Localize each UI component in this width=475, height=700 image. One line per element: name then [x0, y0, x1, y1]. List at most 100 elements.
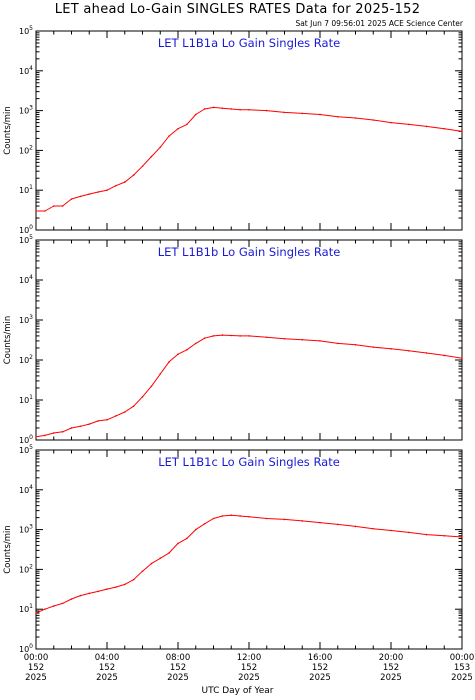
data-point	[443, 354, 446, 357]
y-tick-label: 103	[19, 314, 33, 325]
x-tick-label-day: 152	[383, 663, 399, 673]
data-point	[70, 427, 73, 429]
data-point	[106, 189, 108, 191]
data-point	[203, 337, 206, 340]
data-point	[230, 108, 233, 110]
data-point	[203, 108, 206, 110]
y-tick-label: 105	[19, 25, 33, 36]
data-point	[221, 515, 224, 517]
data-point	[35, 436, 37, 438]
data-point	[79, 594, 82, 597]
data-point	[283, 337, 286, 340]
x-tick-label-day: 152	[312, 663, 328, 673]
data-point	[390, 529, 392, 532]
data-point	[44, 608, 46, 610]
data-point	[425, 352, 428, 354]
y-tick-label: 100	[19, 224, 33, 235]
data-point	[79, 195, 82, 198]
data-point	[230, 514, 233, 517]
data-point	[230, 334, 233, 337]
data-point	[115, 184, 117, 187]
y-tick-label: 105	[19, 444, 33, 455]
data-point	[168, 361, 170, 363]
data-point	[336, 523, 339, 526]
data-point	[319, 521, 321, 524]
x-tick-label-time: 20:00	[379, 653, 404, 663]
data-point	[106, 418, 108, 421]
data-point	[88, 193, 91, 195]
data-point	[301, 112, 304, 115]
y-tick-label: 104	[19, 274, 33, 285]
x-tick-label-year: 2025	[25, 673, 47, 683]
data-point	[52, 205, 55, 207]
x-tick-label-year: 2025	[96, 673, 118, 683]
data-point	[248, 515, 250, 518]
y-tick-label: 103	[19, 105, 33, 116]
data-point	[35, 612, 37, 614]
y-tick-label: 102	[19, 354, 33, 365]
x-tick-label-year: 2025	[380, 673, 402, 683]
data-point	[239, 108, 241, 111]
data-point	[177, 542, 179, 545]
y-axis-label: Counts/min	[3, 316, 13, 365]
x-tick-label-time: 16:00	[308, 653, 333, 663]
series-line	[35, 334, 463, 438]
data-point	[97, 590, 99, 593]
data-point	[212, 335, 215, 337]
data-point	[239, 335, 241, 337]
data-point	[61, 205, 64, 207]
data-point	[212, 106, 215, 109]
x-tick-label-time: 12:00	[237, 653, 262, 663]
data-point	[212, 517, 215, 520]
data-point	[177, 353, 179, 355]
data-point	[194, 113, 197, 116]
data-point	[194, 528, 197, 531]
y-tick-label: 101	[19, 603, 33, 614]
data-point	[88, 423, 91, 425]
data-point	[372, 346, 375, 348]
data-point	[168, 135, 170, 137]
y-tick-label: 100	[19, 434, 33, 445]
data-point	[150, 385, 153, 388]
data-point	[194, 342, 197, 345]
data-point	[61, 602, 64, 605]
y-tick-label: 103	[19, 524, 33, 535]
data-point	[390, 121, 392, 124]
panel-title: LET L1B1c Lo Gain Singles Rate	[158, 455, 340, 469]
data-point	[336, 342, 339, 345]
data-point	[150, 562, 153, 565]
data-point	[319, 113, 321, 116]
panel-frame-3	[35, 449, 463, 650]
x-tick-label-day: 152	[28, 663, 44, 673]
data-point	[150, 155, 153, 158]
data-point	[301, 338, 304, 341]
x-tick-label-year: 2025	[167, 673, 189, 683]
data-point	[372, 527, 375, 530]
data-point	[354, 525, 357, 528]
panel-title: LET L1B1a Lo Gain Singles Rate	[158, 36, 340, 50]
data-point	[248, 108, 250, 111]
y-axis-label: Counts/min	[3, 525, 13, 574]
data-point	[425, 533, 428, 536]
data-point	[354, 117, 357, 119]
x-tick-label-year: 2025	[451, 673, 473, 683]
data-point	[132, 174, 135, 176]
data-point	[265, 517, 268, 520]
data-point	[97, 420, 99, 422]
data-point	[61, 431, 64, 433]
data-point	[265, 109, 268, 112]
data-point	[319, 340, 321, 342]
data-point	[443, 534, 446, 537]
timestamp: Sat Jun 7 09:56:01 2025 ACE Science Cent…	[295, 19, 463, 28]
data-point	[186, 123, 188, 126]
data-point	[221, 107, 224, 109]
data-point	[141, 396, 144, 398]
data-point	[425, 125, 428, 128]
data-point	[159, 373, 162, 375]
y-tick-label: 101	[19, 394, 33, 405]
series-line	[35, 514, 463, 614]
data-point	[301, 520, 304, 522]
data-point	[283, 518, 286, 521]
y-tick-label: 104	[19, 65, 33, 76]
data-point	[79, 425, 82, 428]
